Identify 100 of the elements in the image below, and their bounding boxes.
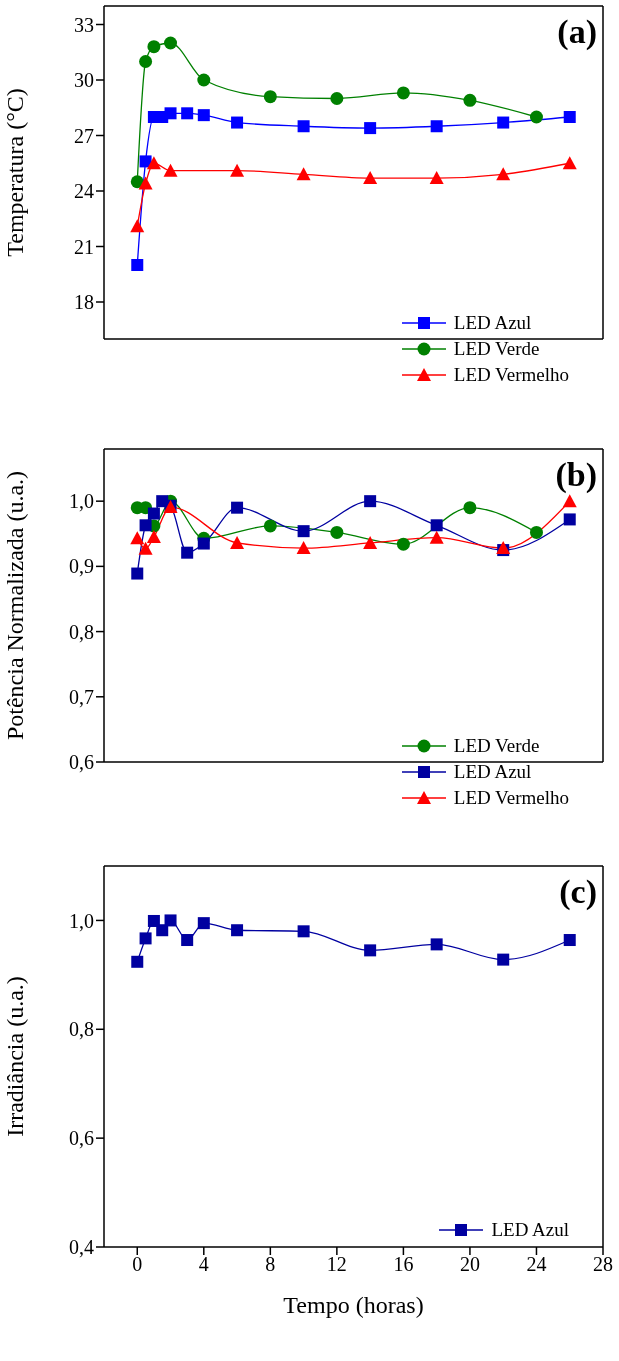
point bbox=[297, 120, 310, 133]
x-axis-title: Tempo (horas) bbox=[283, 1292, 424, 1318]
point bbox=[330, 92, 344, 105]
point bbox=[529, 525, 543, 539]
legend-label: LED Azul bbox=[453, 312, 532, 334]
annotation: (b) bbox=[555, 456, 597, 494]
point bbox=[181, 934, 194, 947]
y-tick-label: 33 bbox=[74, 13, 94, 36]
point bbox=[231, 116, 244, 129]
point bbox=[164, 914, 177, 927]
point bbox=[463, 501, 477, 515]
y-axis-title: Irradiância (u.a.) bbox=[1, 976, 28, 1137]
point bbox=[296, 167, 311, 181]
point bbox=[146, 530, 161, 544]
point bbox=[147, 507, 160, 520]
point bbox=[147, 914, 160, 927]
legend-label: LED Azul bbox=[491, 1219, 569, 1241]
point bbox=[164, 36, 178, 50]
point bbox=[562, 156, 577, 170]
point bbox=[463, 93, 477, 107]
y-tick-label: 1,0 bbox=[69, 490, 94, 513]
x-tick-label: 24 bbox=[526, 1253, 547, 1276]
point bbox=[181, 107, 194, 120]
y-tick-label: 1,0 bbox=[69, 909, 94, 932]
point bbox=[429, 530, 444, 544]
point bbox=[296, 541, 311, 555]
legend-label: LED Verde bbox=[453, 338, 540, 360]
y-tick-label: 0,6 bbox=[69, 751, 94, 774]
legend-label: LED Vermelho bbox=[453, 787, 569, 809]
point bbox=[147, 40, 161, 54]
y-tick-label: 0,8 bbox=[69, 620, 94, 643]
point bbox=[130, 175, 144, 189]
point bbox=[529, 110, 543, 124]
point bbox=[156, 924, 169, 937]
x-tick-label: 16 bbox=[393, 1253, 414, 1276]
point bbox=[364, 122, 377, 135]
x-tick-label: 12 bbox=[326, 1253, 347, 1276]
y-tick-label: 18 bbox=[74, 291, 94, 314]
x-tick-label: 4 bbox=[198, 1253, 209, 1276]
point bbox=[146, 156, 161, 170]
point bbox=[396, 537, 410, 551]
point bbox=[263, 90, 277, 104]
point bbox=[230, 535, 245, 549]
point bbox=[197, 109, 210, 122]
point bbox=[164, 107, 177, 120]
point bbox=[138, 176, 153, 190]
y-tick-label: 27 bbox=[74, 124, 94, 147]
y-tick-label: 30 bbox=[74, 69, 94, 92]
y-tick-label: 0,8 bbox=[69, 1018, 94, 1041]
point bbox=[139, 932, 152, 945]
y-tick-label: 24 bbox=[74, 180, 94, 203]
point bbox=[363, 171, 378, 185]
point bbox=[139, 519, 152, 532]
legend-label: LED Vermelho bbox=[453, 364, 569, 386]
point bbox=[139, 55, 153, 68]
point bbox=[430, 120, 443, 133]
point bbox=[131, 567, 144, 580]
y-tick-label: 0,6 bbox=[69, 1127, 94, 1150]
point bbox=[497, 953, 510, 966]
point bbox=[231, 501, 244, 514]
y-tick-label: 0,4 bbox=[69, 1236, 94, 1259]
x-tick-label: 20 bbox=[459, 1253, 480, 1276]
point bbox=[181, 546, 194, 559]
point bbox=[139, 155, 152, 168]
point bbox=[430, 519, 443, 532]
point bbox=[562, 494, 577, 508]
point bbox=[297, 925, 310, 938]
x-tick-label: 8 bbox=[265, 1253, 276, 1276]
point bbox=[263, 519, 277, 533]
point bbox=[497, 116, 510, 129]
y-axis-title: Potência Normalizada (u.a.) bbox=[1, 470, 28, 741]
point bbox=[297, 525, 310, 538]
point bbox=[563, 513, 576, 526]
point bbox=[364, 944, 377, 957]
point bbox=[230, 163, 245, 177]
legend-label: LED Azul bbox=[453, 761, 532, 783]
x-tick-label: 0 bbox=[132, 1253, 143, 1276]
point bbox=[130, 219, 145, 233]
y-tick-label: 0,7 bbox=[69, 685, 94, 708]
point bbox=[197, 917, 210, 930]
legend-label: LED Verde bbox=[453, 735, 540, 757]
y-tick-label: 21 bbox=[74, 235, 94, 258]
point bbox=[496, 167, 511, 181]
point bbox=[138, 541, 153, 555]
annotation: (a) bbox=[557, 13, 597, 51]
point bbox=[396, 86, 410, 100]
point bbox=[364, 495, 377, 508]
annotation: (c) bbox=[559, 873, 597, 911]
point bbox=[130, 531, 145, 545]
point bbox=[330, 525, 344, 539]
y-axis-title: Temperatura (°C) bbox=[1, 88, 28, 257]
point bbox=[231, 924, 244, 937]
point bbox=[430, 938, 443, 951]
point bbox=[429, 171, 444, 185]
point bbox=[563, 111, 576, 123]
point bbox=[363, 535, 378, 549]
point bbox=[131, 259, 144, 271]
point bbox=[131, 955, 144, 968]
y-tick-label: 0,9 bbox=[69, 555, 94, 578]
point bbox=[197, 73, 211, 87]
